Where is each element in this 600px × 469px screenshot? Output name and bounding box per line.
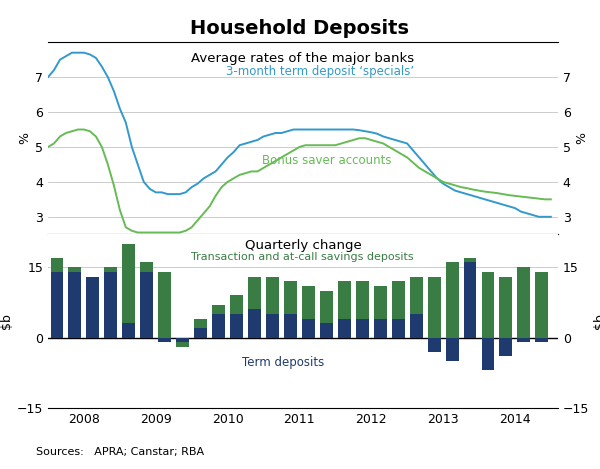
Bar — [158, 338, 171, 342]
Bar — [428, 277, 440, 338]
Bar — [140, 263, 153, 338]
Bar — [535, 272, 548, 338]
Bar — [356, 319, 369, 338]
Text: Bonus saver accounts: Bonus saver accounts — [262, 154, 392, 166]
Bar — [517, 267, 530, 338]
Bar — [482, 272, 494, 338]
Bar — [464, 258, 476, 338]
Bar — [499, 277, 512, 338]
Bar — [374, 286, 386, 338]
Bar — [86, 277, 100, 338]
Bar — [499, 338, 512, 356]
Y-axis label: %: % — [575, 132, 588, 144]
Bar — [104, 267, 118, 338]
Text: 3-month term deposit ‘specials’: 3-month term deposit ‘specials’ — [227, 65, 415, 78]
Bar — [446, 263, 458, 338]
Bar — [194, 319, 207, 338]
Bar — [50, 258, 64, 338]
Bar — [410, 277, 422, 338]
Text: Quarterly change: Quarterly change — [245, 240, 361, 252]
Bar — [284, 314, 297, 338]
Bar — [176, 338, 189, 342]
Bar — [338, 319, 351, 338]
Bar — [122, 324, 135, 338]
Bar — [194, 328, 207, 338]
Text: Sources:   APRA; Canstar; RBA: Sources: APRA; Canstar; RBA — [36, 447, 204, 457]
Bar — [212, 305, 225, 338]
Bar — [410, 314, 422, 338]
Bar — [428, 338, 440, 352]
Bar — [338, 281, 351, 338]
Y-axis label: %: % — [18, 132, 31, 144]
Bar — [374, 319, 386, 338]
Bar — [356, 281, 369, 338]
Bar — [535, 338, 548, 342]
Bar — [320, 324, 333, 338]
Bar — [284, 281, 297, 338]
Bar — [68, 267, 82, 338]
Y-axis label: $b: $b — [593, 313, 600, 329]
Bar — [482, 338, 494, 371]
Text: Household Deposits: Household Deposits — [191, 19, 409, 38]
Bar — [248, 310, 261, 338]
Bar — [392, 281, 404, 338]
Bar — [517, 338, 530, 342]
Bar — [266, 277, 279, 338]
Bar — [122, 244, 135, 338]
Bar — [320, 291, 333, 338]
Bar — [176, 338, 189, 347]
Bar — [266, 314, 279, 338]
Bar — [104, 272, 118, 338]
Bar — [230, 314, 243, 338]
Bar — [302, 319, 315, 338]
Bar — [464, 263, 476, 338]
Text: Transaction and at-call savings deposits: Transaction and at-call savings deposits — [191, 252, 413, 262]
Bar — [50, 272, 64, 338]
Bar — [230, 295, 243, 338]
Y-axis label: $b: $b — [0, 313, 13, 329]
Bar — [248, 277, 261, 338]
Bar — [212, 314, 225, 338]
Bar — [140, 272, 153, 338]
Bar — [392, 319, 404, 338]
Bar — [446, 338, 458, 361]
Bar — [158, 272, 171, 338]
Bar — [68, 272, 82, 338]
Bar — [302, 286, 315, 338]
Text: Average rates of the major banks: Average rates of the major banks — [191, 52, 415, 65]
Text: Term deposits: Term deposits — [242, 356, 324, 369]
Bar — [86, 277, 100, 338]
